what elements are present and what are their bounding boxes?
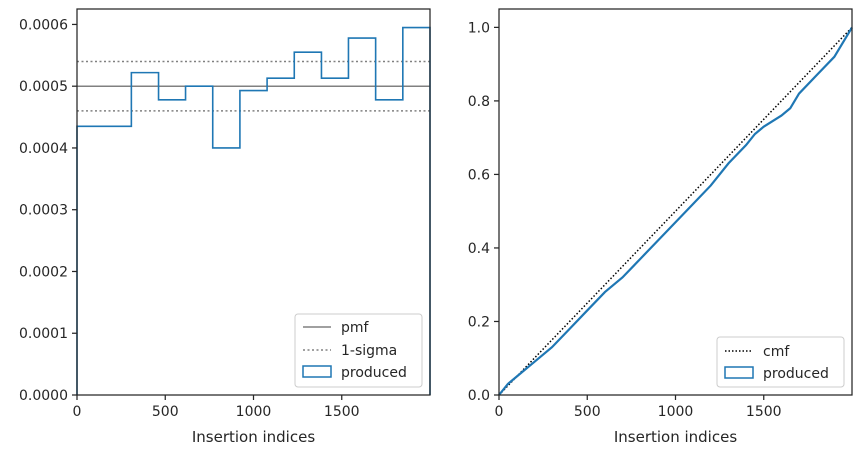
right-y-tick-label: 0.8 xyxy=(468,94,490,110)
left-data-layer xyxy=(76,26,431,395)
left-legend-box xyxy=(294,313,423,388)
left-x-tick-label: 1500 xyxy=(324,404,360,420)
legend-produced-patch xyxy=(724,366,754,379)
right-x-tick-label: 1500 xyxy=(746,404,782,420)
right-legend-box xyxy=(716,336,845,388)
legend-1-sigma-label: 1-sigma xyxy=(341,343,397,359)
left-y-tick-label: 0.0001 xyxy=(19,326,68,342)
right-ticks: 0 500 1000 1500 0.0 0.2 0.4 0.6 0.8 1.0 xyxy=(468,20,782,420)
right-y-tick-label: 1.0 xyxy=(468,20,490,36)
legend-pmf-label: pmf xyxy=(341,320,370,336)
left-x-tick-label: 1000 xyxy=(236,404,272,420)
produced-histogram-step xyxy=(76,26,431,395)
left-legend: pmf 1-sigma produced xyxy=(294,313,423,388)
legend-produced-patch xyxy=(302,365,332,378)
right-legend: cmf produced xyxy=(716,336,845,388)
right-y-tick-label: 0.0 xyxy=(468,388,490,404)
legend-cmf-label: cmf xyxy=(763,344,790,360)
right-y-tick-label: 0.2 xyxy=(468,314,490,330)
left-y-tick-label: 0.0003 xyxy=(19,203,68,219)
left-x-tick-label: 500 xyxy=(152,404,179,420)
cmf-line xyxy=(498,26,853,396)
legend-produced-label: produced xyxy=(341,365,407,381)
right-x-tick-label: 1000 xyxy=(658,404,694,420)
left-ticks: 0 500 1000 1500 0.0000 0.0001 0.0002 0.0003 0.00… xyxy=(19,17,360,420)
right-y-tick-label: 0.4 xyxy=(468,241,490,257)
legend-produced-label: produced xyxy=(763,366,829,382)
produced-cmf-line xyxy=(498,26,853,396)
left-y-tick-label: 0.0004 xyxy=(19,141,68,157)
left-x-axis-label: Insertion indices xyxy=(192,428,315,446)
cmf-panel: 0 500 1000 1500 0.0 0.2 0.4 0.6 0.8 1.0 Insertion… xyxy=(468,8,853,446)
right-x-tick-label: 500 xyxy=(574,404,601,420)
left-y-tick-label: 0.0005 xyxy=(19,79,68,95)
pmf-histogram-panel: 0 500 1000 1500 0.0000 0.0001 0.0002 0.0003 0.00… xyxy=(19,8,431,446)
right-x-axis-label: Insertion indices xyxy=(614,428,737,446)
right-data-layer xyxy=(498,26,853,396)
right-y-tick-label: 0.6 xyxy=(468,167,490,183)
left-x-tick-label: 0 xyxy=(73,404,82,420)
right-x-tick-label: 0 xyxy=(495,404,504,420)
left-y-tick-label: 0.0000 xyxy=(19,388,68,404)
left-y-tick-label: 0.0006 xyxy=(19,17,68,33)
left-y-tick-label: 0.0002 xyxy=(19,264,68,280)
